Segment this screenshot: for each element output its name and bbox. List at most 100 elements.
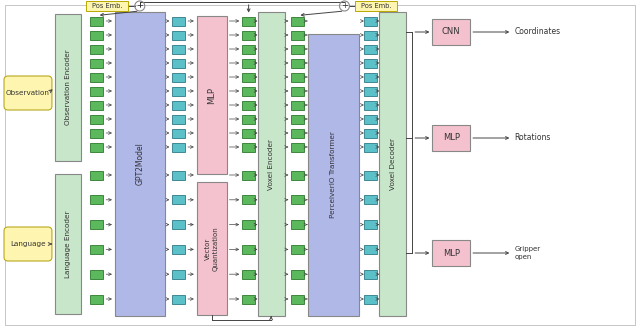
Bar (172, 245, 185, 254)
Text: PerceiverIO Transformer: PerceiverIO Transformer (330, 132, 337, 218)
Bar (364, 220, 377, 229)
Bar (172, 100, 185, 110)
Bar (242, 72, 255, 82)
Bar (291, 16, 304, 26)
Text: MLP: MLP (443, 134, 460, 142)
Bar (90, 270, 103, 279)
Text: Coordinates: Coordinates (514, 28, 561, 37)
Bar (291, 220, 304, 229)
Bar (364, 294, 377, 303)
Bar (172, 31, 185, 39)
Text: GPT2Model: GPT2Model (135, 142, 144, 186)
Text: Gripper
open: Gripper open (514, 246, 540, 260)
Text: +: + (341, 2, 348, 11)
Bar (172, 59, 185, 67)
Bar (172, 87, 185, 95)
Bar (172, 114, 185, 123)
Bar (242, 87, 255, 95)
Bar (242, 195, 255, 204)
Bar (90, 170, 103, 180)
Bar (90, 100, 103, 110)
Bar (172, 170, 185, 180)
Bar (172, 72, 185, 82)
Bar (291, 100, 304, 110)
Bar (90, 142, 103, 151)
Bar (291, 129, 304, 138)
Bar (242, 44, 255, 54)
Bar (242, 31, 255, 39)
Bar (355, 1, 397, 11)
Bar (364, 114, 377, 123)
Bar (90, 44, 103, 54)
Bar (242, 16, 255, 26)
Text: Voxel Encoder: Voxel Encoder (268, 139, 274, 190)
Bar (364, 170, 377, 180)
Text: +: + (136, 2, 143, 11)
Bar (364, 59, 377, 67)
Bar (172, 220, 185, 229)
Text: Pos Emb.: Pos Emb. (92, 3, 122, 9)
Bar (90, 72, 103, 82)
Bar (291, 31, 304, 39)
Text: Voxel Decoder: Voxel Decoder (390, 138, 396, 190)
Bar (291, 44, 304, 54)
FancyBboxPatch shape (4, 227, 52, 261)
Bar (291, 59, 304, 67)
FancyBboxPatch shape (4, 76, 52, 110)
Bar (196, 182, 227, 315)
Bar (55, 174, 81, 314)
Text: Pos Emb.: Pos Emb. (361, 3, 392, 9)
Text: Language: Language (10, 241, 46, 247)
Bar (364, 16, 377, 26)
Bar (242, 170, 255, 180)
Bar (242, 270, 255, 279)
Bar (242, 294, 255, 303)
Bar (90, 245, 103, 254)
Bar (90, 59, 103, 67)
Bar (364, 195, 377, 204)
Bar (364, 129, 377, 138)
Bar (258, 12, 285, 316)
Bar (172, 129, 185, 138)
Bar (364, 142, 377, 151)
Bar (242, 59, 255, 67)
Text: Rotations: Rotations (514, 134, 550, 142)
Bar (115, 12, 164, 316)
Bar (90, 87, 103, 95)
Bar (291, 87, 304, 95)
Bar (291, 142, 304, 151)
Text: CNN: CNN (442, 28, 461, 37)
Text: Language Encoder: Language Encoder (65, 210, 71, 278)
Bar (90, 16, 103, 26)
Bar (90, 220, 103, 229)
Bar (380, 12, 406, 316)
Bar (364, 100, 377, 110)
Bar (291, 245, 304, 254)
Bar (90, 129, 103, 138)
Text: MLP: MLP (443, 248, 460, 258)
Bar (242, 220, 255, 229)
Bar (291, 270, 304, 279)
Bar (172, 270, 185, 279)
Text: MLP: MLP (207, 87, 216, 104)
Bar (364, 72, 377, 82)
Bar (433, 19, 470, 45)
Bar (242, 142, 255, 151)
Text: Observation: Observation (6, 90, 50, 96)
Bar (172, 16, 185, 26)
Bar (242, 129, 255, 138)
Bar (90, 31, 103, 39)
Bar (291, 195, 304, 204)
Bar (196, 16, 227, 174)
Bar (364, 31, 377, 39)
Bar (291, 72, 304, 82)
Bar (90, 195, 103, 204)
Bar (242, 245, 255, 254)
Bar (308, 34, 360, 316)
Bar (172, 195, 185, 204)
Bar (172, 294, 185, 303)
Text: Vector
Quantization: Vector Quantization (205, 226, 218, 271)
Bar (291, 170, 304, 180)
Bar (86, 1, 128, 11)
Bar (364, 270, 377, 279)
